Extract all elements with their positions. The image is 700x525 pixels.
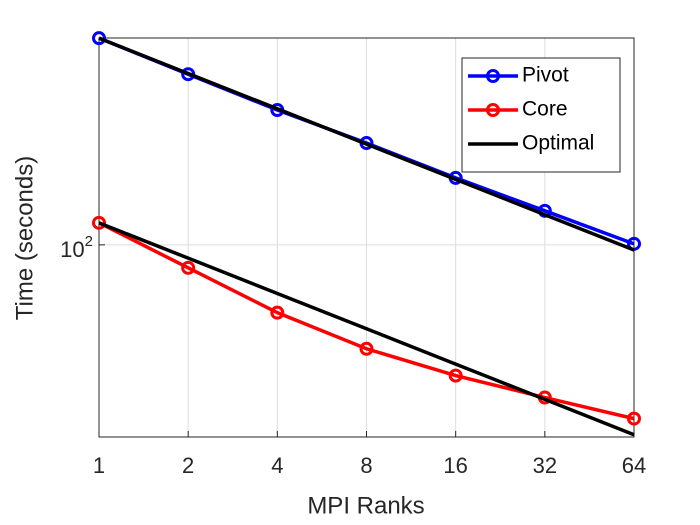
legend-label: Pivot	[522, 64, 569, 87]
x-tick-label: 16	[443, 453, 467, 478]
x-tick-label: 4	[271, 453, 283, 478]
data-point	[181, 260, 196, 275]
x-tick-label: 1	[93, 453, 105, 478]
x-tick-label: 8	[360, 453, 372, 478]
data-point	[92, 215, 106, 230]
x-tick-label: 32	[533, 453, 557, 478]
legend-marker	[486, 103, 500, 117]
legend-label: Optimal	[522, 132, 594, 155]
x-axis-label: MPI Ranks	[307, 492, 424, 519]
legend-label: Core	[522, 98, 568, 121]
data-point	[448, 368, 463, 383]
data-point	[92, 31, 106, 46]
data-point	[359, 341, 374, 356]
legend-marker	[486, 69, 500, 83]
data-point	[627, 411, 641, 426]
x-tick-label: 2	[182, 453, 194, 478]
y-axis-label: Time (seconds)	[11, 156, 38, 320]
series-line	[98, 221, 635, 437]
y-tick-label: 102	[60, 233, 93, 262]
series-line	[98, 36, 635, 252]
x-tick-label: 64	[622, 453, 646, 478]
data-point	[270, 305, 285, 320]
